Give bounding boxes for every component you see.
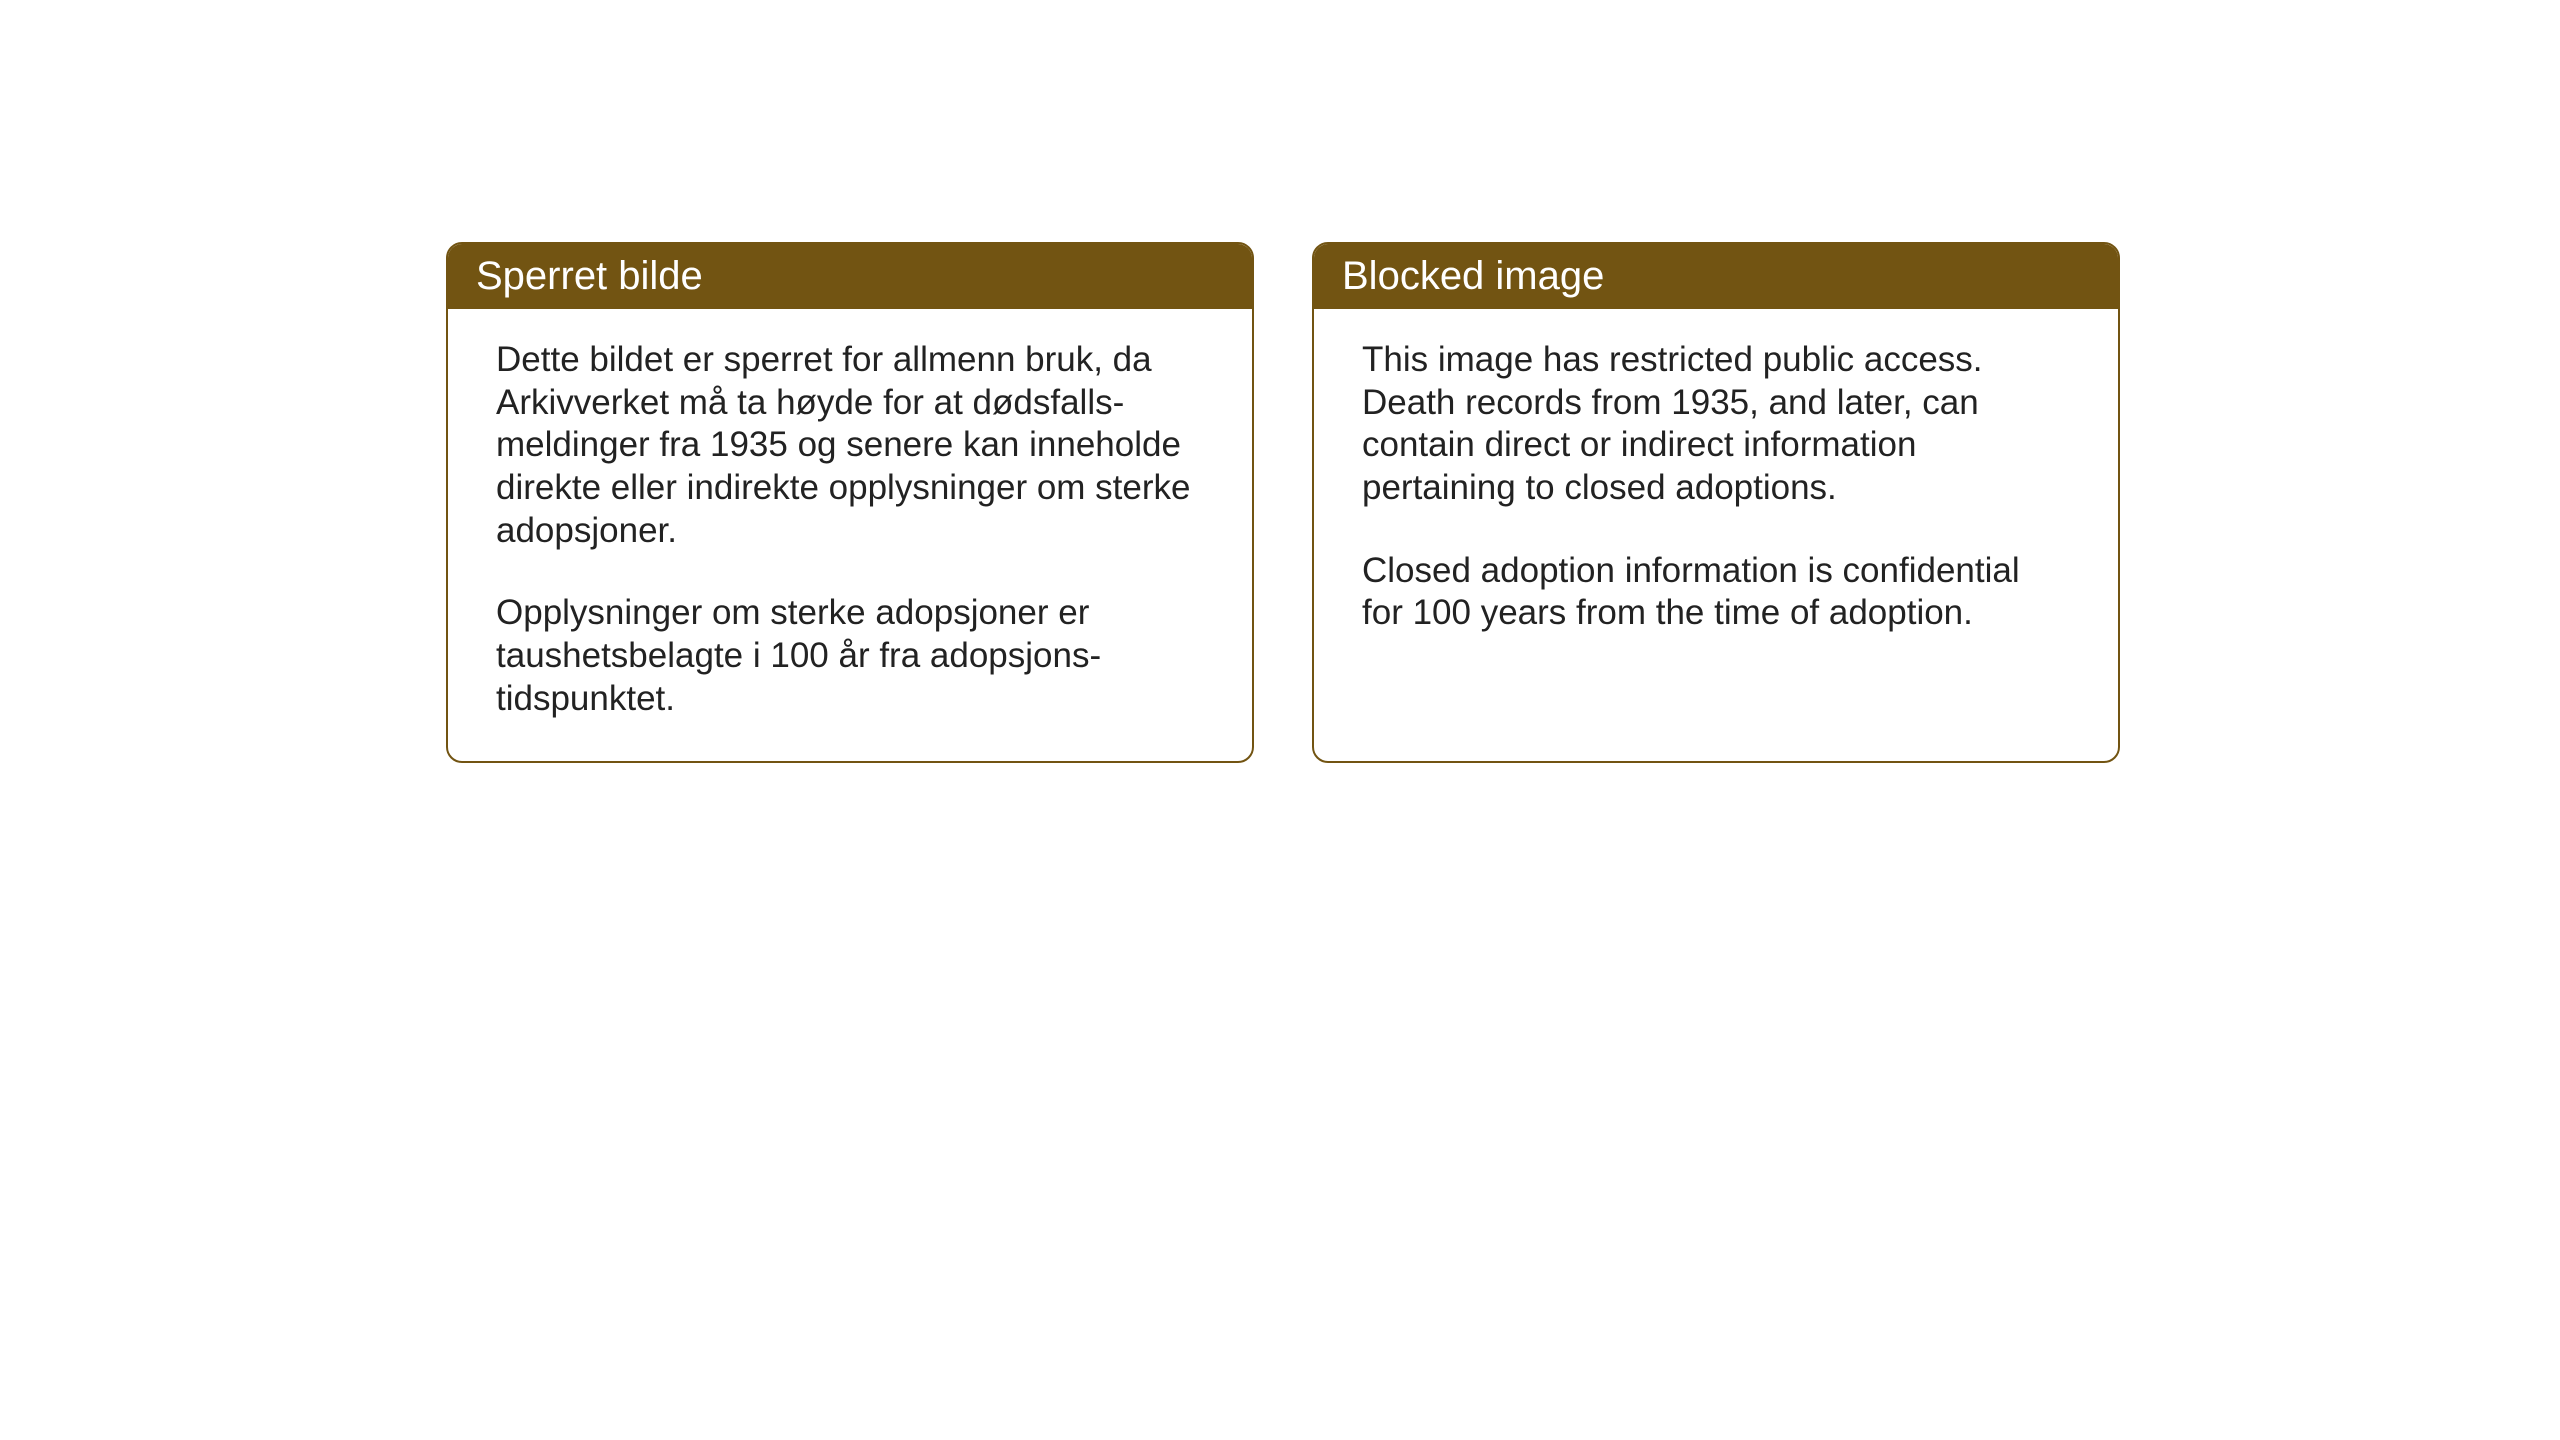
info-cards-container: Sperret bilde Dette bildet er sperret fo…	[446, 242, 2120, 763]
card-paragraph: Closed adoption information is confident…	[1362, 550, 2070, 635]
card-body: Dette bildet er sperret for allmenn bruk…	[448, 309, 1252, 761]
card-header: Sperret bilde	[448, 244, 1252, 309]
card-paragraph: Opplysninger om sterke adopsjoner er tau…	[496, 592, 1204, 720]
card-title: Sperret bilde	[476, 254, 703, 298]
card-paragraph: Dette bildet er sperret for allmenn bruk…	[496, 339, 1204, 552]
info-card-english: Blocked image This image has restricted …	[1312, 242, 2120, 763]
card-body: This image has restricted public access.…	[1314, 309, 2118, 729]
card-paragraph: This image has restricted public access.…	[1362, 339, 2070, 510]
card-title: Blocked image	[1342, 254, 1604, 298]
info-card-norwegian: Sperret bilde Dette bildet er sperret fo…	[446, 242, 1254, 763]
card-header: Blocked image	[1314, 244, 2118, 309]
